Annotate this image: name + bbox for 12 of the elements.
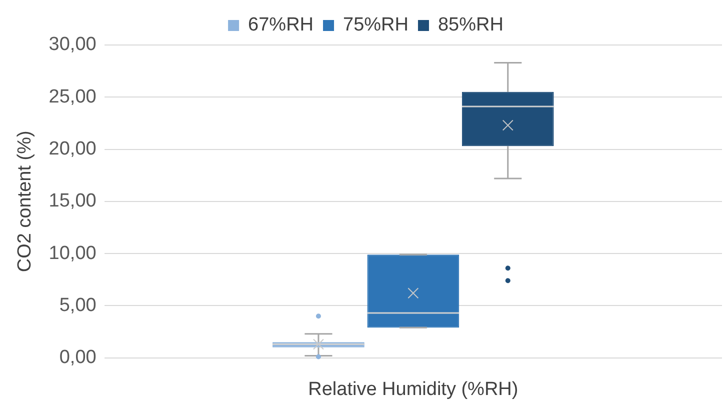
y-tick-label: 30,00	[48, 34, 96, 56]
y-axis-title: CO2 content (%)	[14, 130, 36, 272]
x-axis-title: Relative Humidity (%RH)	[308, 378, 518, 400]
y-tick-label: 10,00	[48, 242, 96, 264]
legend-label: 67%RH	[248, 14, 314, 36]
y-tick-label: 0,00	[59, 347, 96, 368]
legend-label: 75%RH	[343, 14, 408, 36]
y-tick-label: 25,00	[48, 86, 96, 108]
y-tick-label: 20,00	[48, 138, 96, 160]
y-tick-label: 15,00	[48, 190, 96, 212]
legend-label: 85%RH	[438, 14, 504, 36]
y-tick-label: 5,00	[59, 294, 96, 316]
